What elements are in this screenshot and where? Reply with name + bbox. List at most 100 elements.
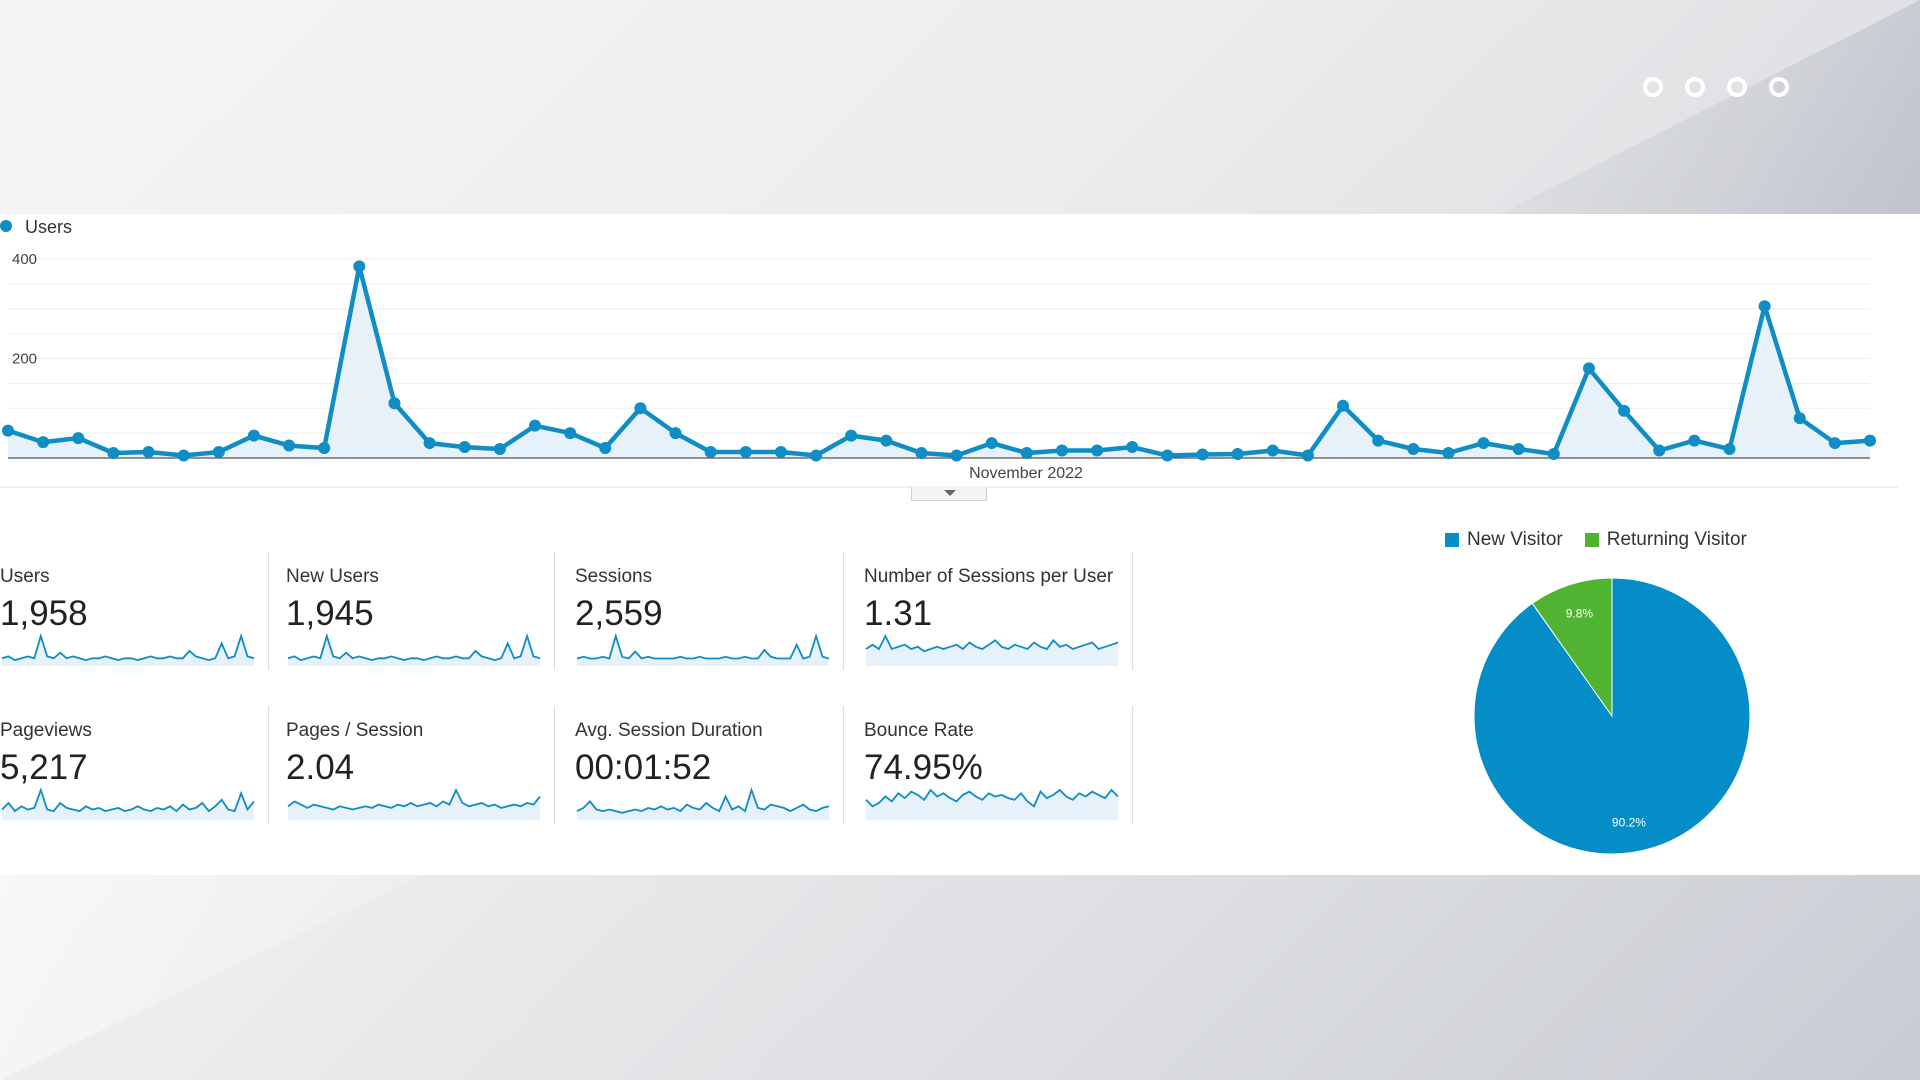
- data-point[interactable]: [212, 446, 225, 459]
- data-point[interactable]: [1091, 444, 1104, 457]
- data-point[interactable]: [1161, 449, 1174, 462]
- data-point[interactable]: [353, 260, 366, 273]
- metric-avg-session-duration[interactable]: Avg. Session Duration 00:01:52: [575, 706, 844, 824]
- metric-label: Sessions: [575, 566, 653, 587]
- data-point[interactable]: [1442, 447, 1455, 460]
- data-point[interactable]: [37, 436, 50, 449]
- data-point[interactable]: [915, 447, 928, 460]
- sparkline-area: [577, 636, 829, 666]
- collapse-chart-button[interactable]: [911, 487, 987, 501]
- data-point[interactable]: [1723, 443, 1736, 456]
- data-point[interactable]: [1372, 434, 1385, 447]
- carousel-dot-1[interactable]: [1643, 77, 1663, 97]
- metric-sparkline: [576, 787, 830, 820]
- metric-number-of-sessions-per-user[interactable]: Number of Sessions per User 1.31: [864, 552, 1133, 670]
- data-point[interactable]: [774, 446, 787, 459]
- data-point[interactable]: [1126, 441, 1139, 454]
- metric-pages-session[interactable]: Pages / Session 2.04: [286, 706, 555, 824]
- sparkline-line: [1, 632, 255, 662]
- data-point[interactable]: [493, 443, 506, 456]
- sparkline-line: [287, 632, 541, 662]
- data-point[interactable]: [2, 424, 14, 437]
- data-point[interactable]: [1512, 443, 1525, 456]
- data-point[interactable]: [177, 449, 190, 462]
- data-point[interactable]: [985, 437, 998, 450]
- background-shape-top: [1500, 0, 1920, 214]
- analytics-panel: Users 400 200 November 2022 Users 1,958 New…: [0, 214, 1920, 875]
- metric-value: 5,217: [0, 748, 88, 787]
- x-axis-label: November 2022: [969, 465, 1083, 482]
- pie-legend: New Visitor Returning Visitor: [1445, 529, 1747, 551]
- metric-value: 1,958: [0, 594, 88, 633]
- metric-pageviews[interactable]: Pageviews 5,217: [0, 706, 269, 824]
- data-point[interactable]: [283, 439, 296, 452]
- data-point[interactable]: [950, 449, 963, 462]
- data-point[interactable]: [704, 446, 717, 459]
- data-point[interactable]: [739, 446, 752, 459]
- chevron-down-icon: [944, 490, 956, 496]
- data-point[interactable]: [1582, 362, 1595, 375]
- users-area: [8, 266, 1870, 458]
- data-point[interactable]: [599, 442, 612, 455]
- carousel-dot-4[interactable]: [1769, 77, 1789, 97]
- data-point[interactable]: [810, 449, 823, 462]
- carousel-dot-3[interactable]: [1727, 77, 1747, 97]
- metric-sparkline: [865, 788, 1119, 820]
- data-point[interactable]: [669, 427, 682, 440]
- users-line-chart: Users 400 200 November 2022: [0, 217, 1898, 488]
- legend-new-visitor: New Visitor: [1445, 529, 1563, 551]
- data-point[interactable]: [634, 402, 647, 415]
- data-point[interactable]: [142, 446, 155, 459]
- data-point[interactable]: [423, 437, 436, 450]
- metric-value: 74.95%: [864, 748, 983, 787]
- data-point[interactable]: [107, 447, 120, 460]
- new-visitor-label: New Visitor: [1467, 529, 1563, 550]
- metric-sessions[interactable]: Sessions 2,559: [575, 552, 844, 670]
- data-point[interactable]: [1477, 437, 1490, 450]
- metric-sparkline: [287, 787, 541, 820]
- data-point[interactable]: [845, 429, 858, 442]
- data-point[interactable]: [1337, 399, 1350, 412]
- data-point[interactable]: [1793, 412, 1806, 425]
- data-point[interactable]: [1020, 447, 1033, 460]
- data-point[interactable]: [1653, 444, 1666, 457]
- sparkline-area: [866, 636, 1118, 666]
- data-point[interactable]: [1196, 448, 1209, 461]
- metric-sparkline: [1, 787, 255, 820]
- data-point[interactable]: [72, 432, 85, 445]
- metric-label: Pages / Session: [286, 720, 424, 741]
- data-point[interactable]: [1055, 444, 1068, 457]
- sparkline-line: [865, 788, 1119, 808]
- data-point[interactable]: [1688, 434, 1701, 447]
- data-point[interactable]: [1758, 300, 1771, 313]
- data-point[interactable]: [1407, 443, 1420, 456]
- data-point[interactable]: [880, 434, 893, 447]
- pie-slice-returning-visitor: [1531, 577, 1613, 718]
- data-point[interactable]: [564, 427, 577, 440]
- carousel-dot-2[interactable]: [1685, 77, 1705, 97]
- data-point[interactable]: [1266, 444, 1279, 457]
- data-point[interactable]: [458, 441, 471, 454]
- data-point[interactable]: [1301, 449, 1314, 462]
- pie-label-new-visitor: 90.2%: [1612, 815, 1646, 829]
- sparkline-area: [577, 790, 829, 820]
- data-point[interactable]: [318, 442, 331, 455]
- data-point[interactable]: [1231, 448, 1244, 461]
- metric-bounce-rate[interactable]: Bounce Rate 74.95%: [864, 706, 1133, 824]
- data-point[interactable]: [1547, 448, 1560, 461]
- metric-sparkline: [576, 632, 830, 666]
- data-point[interactable]: [247, 429, 260, 442]
- metric-label: New Users: [286, 566, 379, 587]
- metric-users[interactable]: Users 1,958: [0, 552, 269, 670]
- metric-value: 1,945: [286, 594, 374, 633]
- data-point[interactable]: [388, 397, 401, 410]
- pie-label-returning-visitor: 9.8%: [1566, 606, 1594, 620]
- sparkline-line: [576, 632, 830, 660]
- sparkline-line: [287, 787, 541, 811]
- data-point[interactable]: [1828, 437, 1841, 450]
- data-point[interactable]: [528, 419, 541, 432]
- data-point[interactable]: [1864, 434, 1876, 447]
- metric-label: Pageviews: [0, 720, 92, 741]
- data-point[interactable]: [1618, 404, 1631, 417]
- metric-new-users[interactable]: New Users 1,945: [286, 552, 555, 670]
